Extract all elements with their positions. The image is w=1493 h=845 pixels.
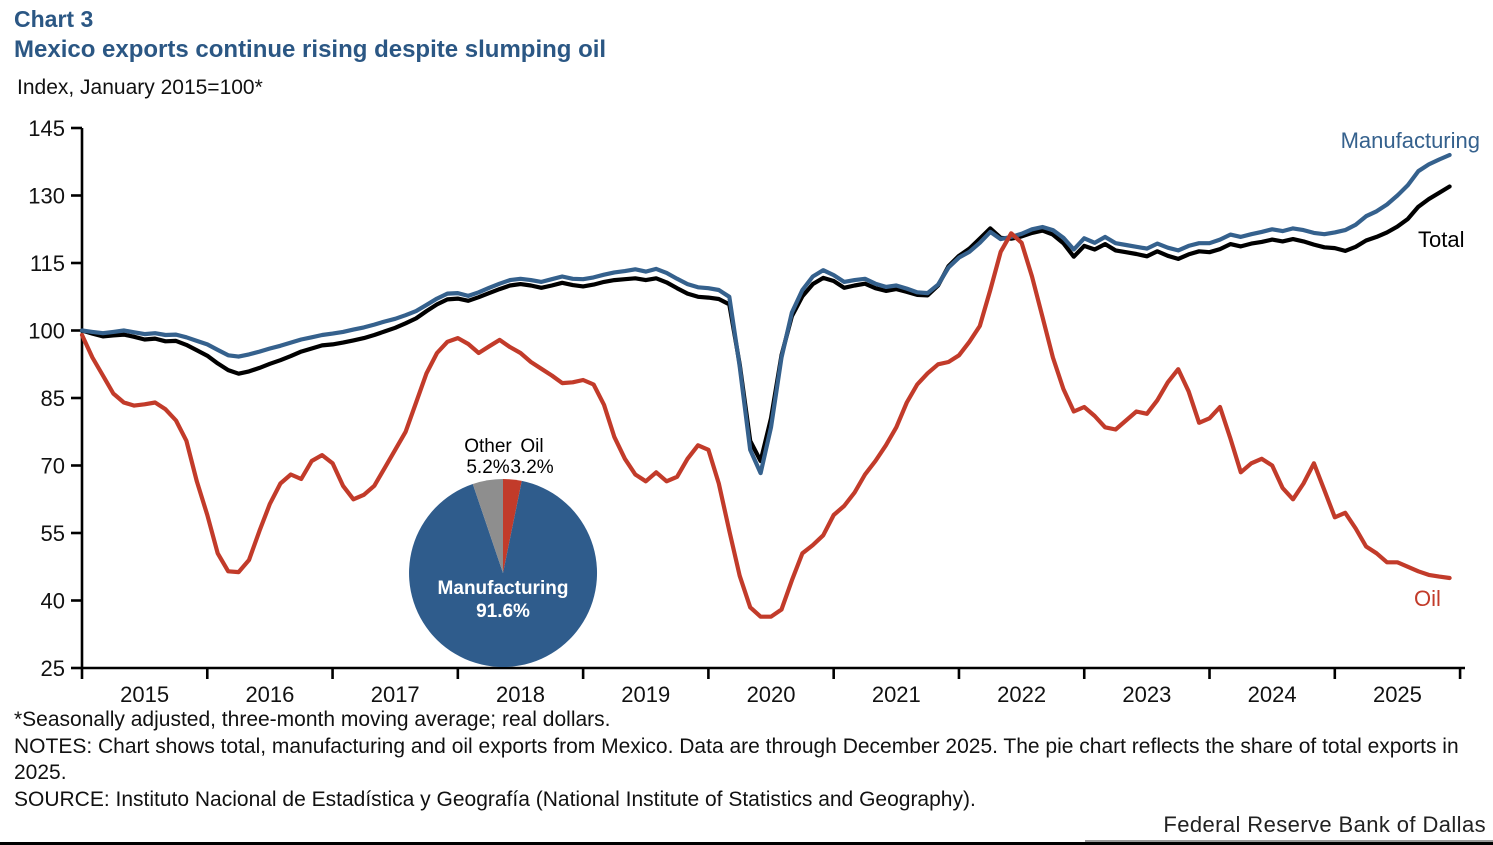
- y-axis-unit-label: Index, January 2015=100*: [17, 76, 263, 99]
- source-text: SOURCE: Instituto Nacional de Estadístic…: [14, 787, 976, 811]
- y-tick-label: 55: [41, 521, 65, 546]
- total-series-label: Total: [1418, 227, 1465, 252]
- y-tick-label: 115: [30, 251, 65, 276]
- y-tick-label: 25: [41, 656, 65, 681]
- chart-number: Chart 3: [14, 6, 94, 32]
- series-line-oil: [79, 231, 1452, 619]
- y-tick-label: 70: [41, 454, 65, 479]
- pie-oil-callout: Oil 3.2%: [500, 436, 564, 478]
- series-line-total: [79, 184, 1452, 464]
- y-tick-label: 85: [41, 386, 65, 411]
- x-tick-label: 2024: [1248, 682, 1297, 707]
- pie-other-callout: Other 5.2%: [445, 436, 531, 478]
- federal-reserve-bank-of-dallas-wordmark: Federal Reserve Bank of Dallas: [1163, 812, 1486, 837]
- y-tick-label: 100: [28, 319, 65, 344]
- x-tick-label: 2020: [747, 682, 796, 707]
- x-tick-label: 2022: [997, 682, 1046, 707]
- pie-manufacturing-value: 91.6%: [476, 601, 530, 622]
- footnote-text: *Seasonally adjusted, three-month moving…: [14, 708, 611, 731]
- x-tick-label: 2015: [120, 682, 169, 707]
- y-tick-label: 145: [28, 116, 65, 141]
- pie-oil-value: 3.2%: [510, 457, 554, 478]
- x-tick-label: 2023: [1122, 682, 1171, 707]
- y-tick-label: 40: [41, 589, 65, 614]
- pie-slice-manufacturing: [409, 480, 598, 668]
- x-tick-label: 2017: [371, 682, 420, 707]
- pie-slice-other: [472, 479, 503, 573]
- pie-slice-oil: [503, 479, 522, 573]
- x-tick-label: 2025: [1373, 682, 1422, 707]
- series-line-manufacturing: [79, 152, 1452, 476]
- notes-text: NOTES: Chart shows total, manufacturing …: [14, 734, 1459, 785]
- oil-series-label: Oil: [1414, 586, 1441, 611]
- footer-hairline: [1085, 840, 1493, 842]
- manufacturing-series-label: Manufacturing: [1340, 128, 1480, 153]
- pie-other-label: Other: [464, 436, 512, 457]
- pie-other-value: 5.2%: [466, 457, 510, 478]
- pie-oil-label: Oil: [520, 436, 544, 457]
- x-tick-label: 2019: [621, 682, 670, 707]
- chart-header: Chart 3 Mexico exports continue rising d…: [14, 4, 606, 66]
- pie-manufacturing-label: Manufacturing: [437, 578, 569, 599]
- page-title: Mexico exports continue rising despite s…: [14, 36, 607, 64]
- y-tick-label: 130: [28, 184, 65, 209]
- pie-manufacturing-callout: Manufacturing 91.6%: [413, 577, 593, 623]
- footer-rule: [0, 842, 1493, 845]
- chart-notes-block: *Seasonally adjusted, three-month moving…: [14, 707, 1490, 813]
- x-tick-label: 2018: [496, 682, 545, 707]
- x-tick-label: 2021: [872, 682, 921, 707]
- x-tick-label: 2016: [245, 682, 294, 707]
